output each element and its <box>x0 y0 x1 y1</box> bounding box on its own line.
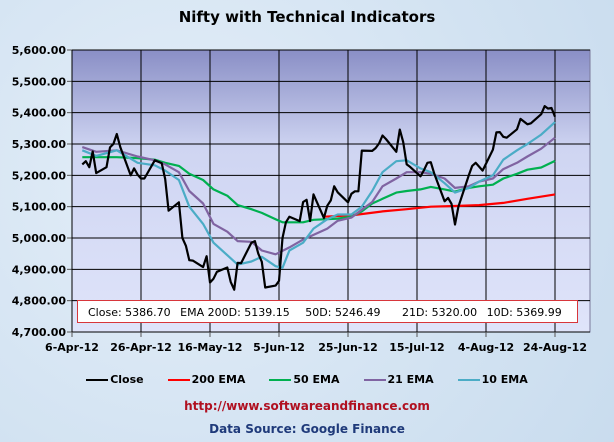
y-tick-label: 4,800.00 <box>12 295 67 308</box>
legend-item-21-ema: 21 EMA <box>363 373 434 386</box>
y-tick-label: 5,300.00 <box>12 138 67 151</box>
x-tick-label: 4-Aug-12 <box>458 341 514 354</box>
x-tick-label: 15-Jul-12 <box>389 341 444 354</box>
chart-title: Nifty with Technical Indicators <box>178 8 436 26</box>
legend-label: 200 EMA <box>191 373 246 386</box>
series-line-10-ema <box>81 121 556 269</box>
y-tick-label: 5,400.00 <box>12 107 67 120</box>
legend-item-close: Close <box>86 373 144 386</box>
y-tick-label: 5,000.00 <box>12 232 67 245</box>
legend-swatch <box>167 378 190 381</box>
series-line-50-ema <box>82 156 556 224</box>
x-tick-label: 6-Apr-12 <box>45 341 99 354</box>
chart-legend: Close 200 EMA 50 EMA 21 EMA 10 EMA <box>0 373 614 386</box>
x-tick-label: 24-Aug-12 <box>523 341 587 354</box>
legend-item-200-ema: 200 EMA <box>167 373 246 386</box>
annotation-ema10: 10D: 5369.99 <box>486 306 562 319</box>
plot-area <box>71 49 591 333</box>
legend-swatch <box>363 378 386 381</box>
annotation-ema21: 21D: 5320.00 <box>401 306 478 319</box>
data-source: Data Source: Google Finance <box>209 422 405 436</box>
source-url[interactable]: http://www.softwareandfinance.com <box>184 399 430 413</box>
value-annotation-box: Close: 5386.70 EMA 200D: 5139.15 50D: 52… <box>77 300 578 323</box>
legend-swatch <box>269 378 292 381</box>
annotation-ema50: 50D: 5246.49 <box>305 306 381 319</box>
x-tick-label: 5-Jun-12 <box>253 341 305 354</box>
x-tick-label: 25-Jun-12 <box>318 341 378 354</box>
legend-label: 50 EMA <box>293 373 340 386</box>
legend-swatch <box>457 378 480 381</box>
legend-item-10-ema: 10 EMA <box>457 373 528 386</box>
y-tick-label: 5,200.00 <box>12 169 67 182</box>
legend-label: 21 EMA <box>387 373 434 386</box>
series-line-200-ema <box>323 193 556 218</box>
x-tick-label: 16-May-12 <box>178 341 243 354</box>
y-tick-label: 5,500.00 <box>12 75 67 88</box>
legend-label: Close <box>110 373 144 386</box>
legend-label: 10 EMA <box>481 373 528 386</box>
y-tick-label: 5,600.00 <box>12 44 67 57</box>
x-tick-label: 26-Apr-12 <box>110 341 172 354</box>
series-line-close <box>81 104 557 291</box>
y-tick-label: 4,900.00 <box>12 263 67 276</box>
legend-item-50-ema: 50 EMA <box>269 373 340 386</box>
y-tick-label: 4,700.00 <box>12 326 67 339</box>
annotation-ema200: EMA 200D: 5139.15 <box>180 306 290 319</box>
annotation-close: Close: 5386.70 <box>88 306 171 319</box>
y-tick-label: 5,100.00 <box>12 201 67 214</box>
legend-swatch <box>86 378 109 381</box>
